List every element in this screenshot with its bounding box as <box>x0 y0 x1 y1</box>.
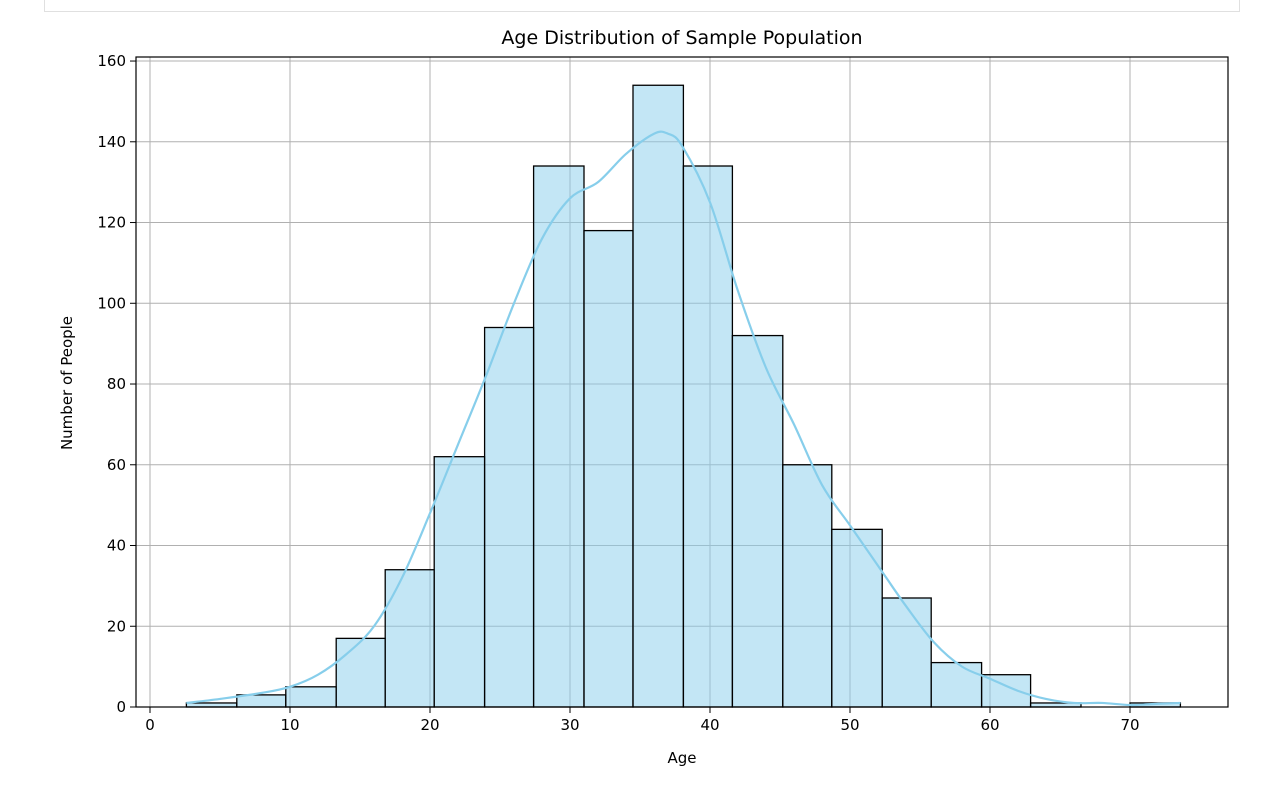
y-tick-label: 100 <box>97 294 126 312</box>
histogram-bar <box>285 686 337 708</box>
x-tick-label: 10 <box>280 716 299 734</box>
x-tick-label: 30 <box>560 716 579 734</box>
top-border-strip <box>44 0 1240 12</box>
y-tick-label: 140 <box>97 133 126 151</box>
y-tick-label: 0 <box>116 698 126 716</box>
y-tick-label: 20 <box>107 617 126 635</box>
x-tick-label: 60 <box>980 716 999 734</box>
x-axis-label: Age <box>667 749 696 767</box>
kde-curve-group <box>186 130 1181 707</box>
y-tick-label: 60 <box>107 456 126 474</box>
histogram-bar <box>384 569 435 708</box>
x-tick-label: 70 <box>1120 716 1139 734</box>
y-axis-label: Number of People <box>58 316 76 450</box>
x-tick-label: 40 <box>700 716 719 734</box>
histogram-bar <box>731 334 784 708</box>
axes <box>135 56 1229 708</box>
tick-marks: 0 10 20 30 40 50 60 70 0 20 40 60 80 100 120 140 160 <box>97 52 1139 734</box>
x-tick-label: 0 <box>145 716 155 734</box>
histogram-bar <box>930 661 983 708</box>
y-tick-label: 160 <box>97 52 126 70</box>
histogram-bar <box>782 464 833 708</box>
y-tick-label: 80 <box>107 375 126 393</box>
y-tick-label: 40 <box>107 537 126 555</box>
histogram-bar <box>583 229 634 708</box>
chart-title: Age Distribution of Sample Population <box>501 27 862 49</box>
kde-curve <box>186 130 1181 707</box>
histogram-bar <box>980 674 1032 708</box>
histogram-bar <box>831 528 883 708</box>
histogram-bar <box>185 702 238 708</box>
histogram-bar <box>483 326 535 708</box>
histogram-bar <box>335 637 386 708</box>
x-tick-label: 50 <box>840 716 859 734</box>
histogram-bar <box>682 165 734 708</box>
histogram-bar <box>632 84 685 708</box>
histogram-bars <box>185 84 1182 708</box>
histogram-bar <box>532 165 585 708</box>
histogram-bar <box>433 456 486 708</box>
histogram-bar <box>881 597 932 708</box>
y-tick-label: 120 <box>97 214 126 232</box>
x-tick-label: 20 <box>420 716 439 734</box>
plot-frame <box>135 56 1229 708</box>
